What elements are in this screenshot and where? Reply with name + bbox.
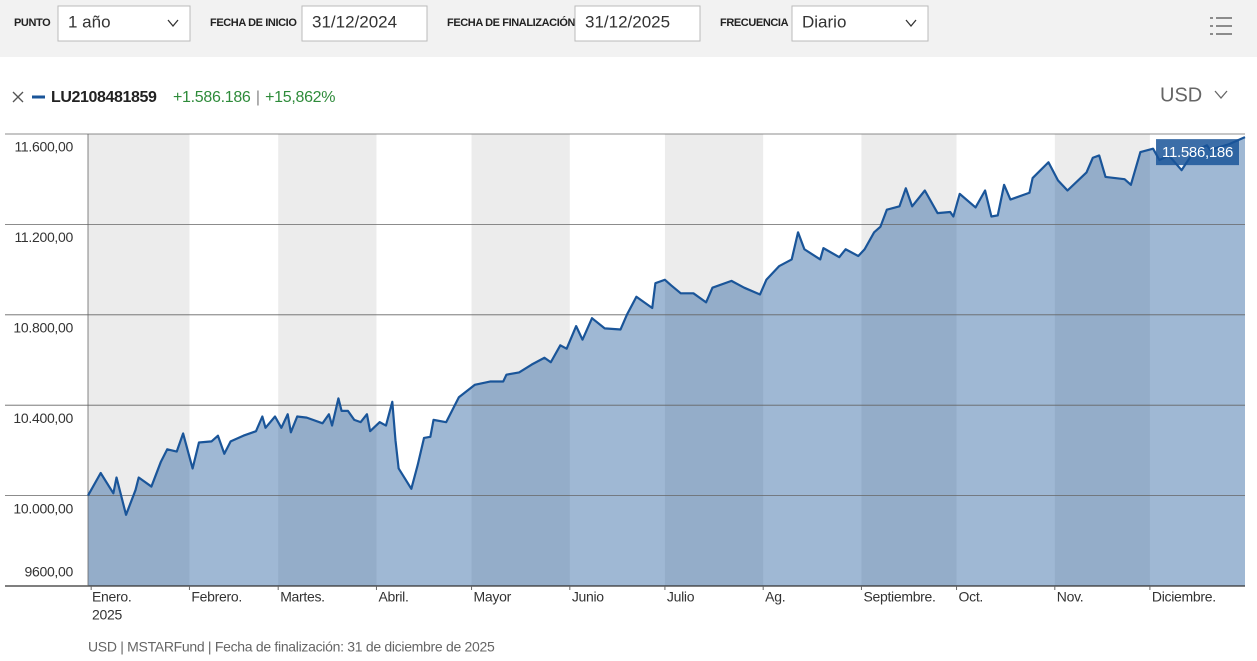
dropdown[interactable]: Diario (791, 5, 929, 42)
dropdown-box[interactable] (791, 5, 929, 42)
x-tick-label: Nov. (1057, 589, 1084, 605)
month-band (278, 134, 377, 586)
change-percent: +15,862% (265, 89, 335, 106)
x-tick-label: Diciembre. (1152, 589, 1216, 605)
x-tick-label: Febrero. (191, 589, 242, 605)
x-tick-label: Enero. (92, 589, 131, 605)
label: FECHA DE FINALIZACIÓN (447, 16, 576, 29)
currency[interactable]: USD (1160, 84, 1202, 106)
y-tick-label: 9600,00 (24, 564, 73, 580)
x-tick-label: Junio (572, 589, 604, 605)
line (87, 136, 1246, 516)
x-tick-label: Martes. (280, 589, 325, 605)
chevron[interactable] (167, 19, 179, 28)
dropdown-value[interactable]: 1 año (68, 12, 111, 31)
close-icon[interactable] (12, 91, 24, 103)
label: PUNTO (14, 17, 51, 29)
input-value[interactable]: 31/12/2025 (585, 12, 670, 31)
y-tick-label: 11.600,00 (14, 139, 73, 155)
dropdown-box[interactable] (57, 5, 191, 42)
month-band (471, 134, 570, 586)
label: FECHA DE INICIO (210, 17, 297, 29)
x-tick-label: Ag. (765, 589, 785, 605)
date-input[interactable]: 31/12/2024 (301, 5, 428, 42)
dropdown[interactable]: 1 año (57, 5, 191, 42)
value-label-text: 11.586,186 (1162, 144, 1233, 161)
chevron[interactable] (1214, 90, 1228, 99)
x-tick-label: Abril. (378, 589, 408, 605)
plot: 9600,00 10.000,00 10.400,00 10.800,00 11.200… (5, 133, 1246, 623)
y-tick-label: 10.400,00 (13, 410, 73, 426)
input-box[interactable] (574, 5, 701, 42)
legend-entry: LU2108481859 (51, 89, 157, 106)
month-band (88, 134, 190, 586)
label: FRECUENCIA (720, 17, 789, 29)
value-label-box (1156, 139, 1239, 166)
value-label: 11.586,186 (1156, 139, 1239, 166)
separator: | (256, 89, 260, 106)
footnote: USD | MSTARFund | Fecha de finalización:… (88, 639, 495, 655)
month-band (1054, 134, 1150, 586)
x-tick-label: Oct. (959, 589, 983, 605)
y-tick-label: 10.000,00 (13, 500, 73, 516)
y-tick-label: 10.800,00 (13, 320, 73, 336)
area (88, 137, 1245, 587)
menu-icon[interactable] (1210, 17, 1232, 35)
x-tick-label: Julio (667, 589, 695, 605)
dropdown-value[interactable]: Diario (802, 12, 846, 31)
x-tick-label: Septiembre. (863, 589, 935, 605)
change: +1.586.186 (173, 89, 251, 106)
input-value[interactable]: 31/12/2024 (312, 12, 397, 31)
y-tick-label: 11.200,00 (14, 229, 73, 245)
month-band (861, 134, 957, 586)
x-tick-label: Mayor (474, 589, 512, 605)
x-year-label: 2025 (92, 607, 122, 623)
input-box[interactable] (301, 5, 428, 42)
currency-select[interactable]: USD (1160, 84, 1228, 106)
date-input[interactable]: 31/12/2025 (574, 5, 701, 42)
chevron[interactable] (905, 19, 917, 28)
close-stroke[interactable] (12, 91, 24, 103)
month-band (664, 134, 764, 586)
